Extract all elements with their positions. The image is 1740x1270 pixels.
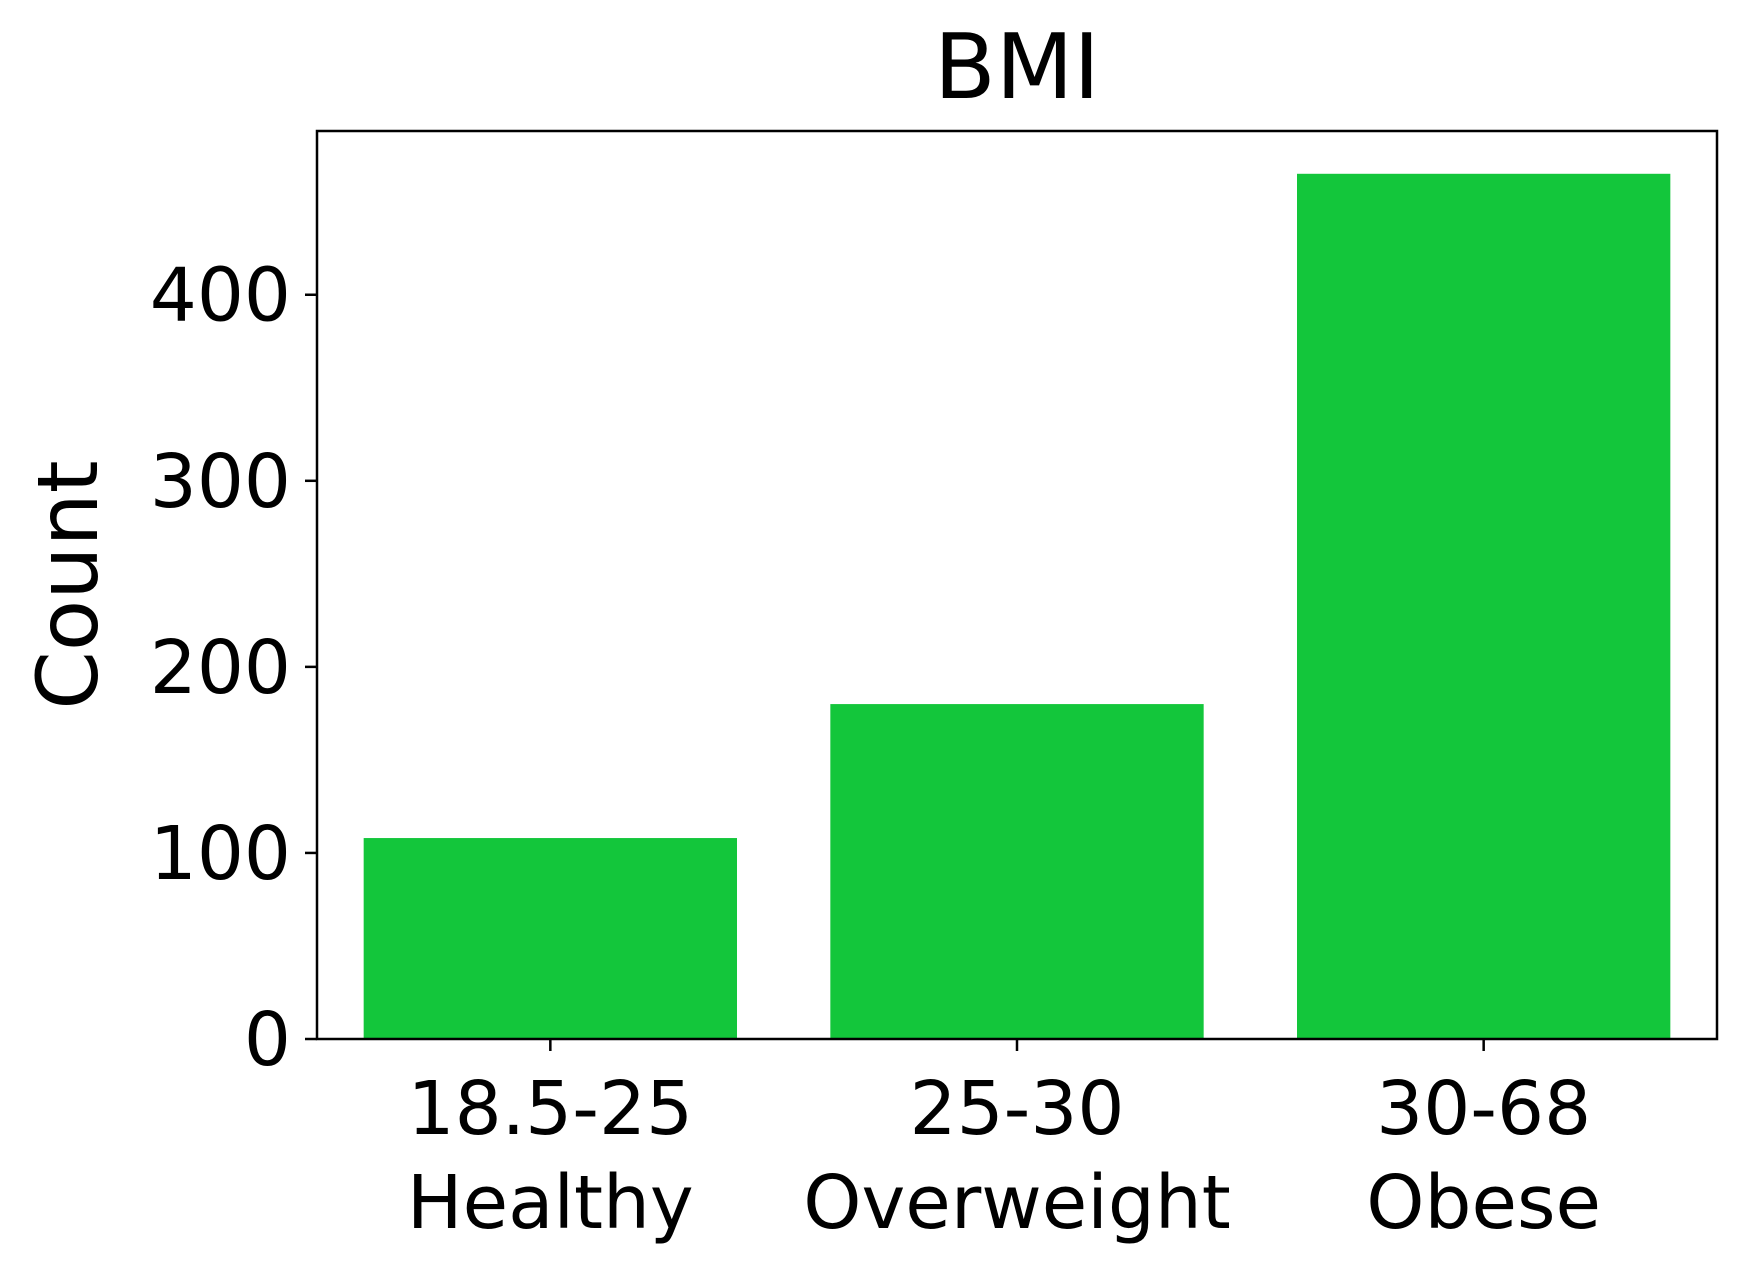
y-tick-label: 0 <box>244 997 291 1083</box>
x-tick-label-range: 30-68 <box>1376 1066 1591 1152</box>
y-tick-label: 300 <box>150 439 291 525</box>
x-tick-label-category: Overweight <box>803 1160 1231 1246</box>
bar-overweight <box>830 704 1204 1039</box>
bar-healthy <box>363 838 737 1039</box>
chart-title: BMI <box>934 15 1100 120</box>
x-tick-label-category: Obese <box>1366 1160 1601 1246</box>
bars-layer <box>363 173 1671 1040</box>
bar-obese <box>1297 173 1671 1040</box>
y-tick-label: 400 <box>150 253 291 339</box>
y-tick-label: 200 <box>150 625 291 711</box>
x-tick-label-range: 25-30 <box>909 1066 1124 1152</box>
plot-frame <box>315 129 1719 1041</box>
x-tick-label-category: Healthy <box>407 1160 694 1246</box>
x-tick-label-range: 18.5-25 <box>408 1066 694 1152</box>
y-axis-label: Count <box>19 460 117 709</box>
y-tick-label: 100 <box>150 811 291 897</box>
